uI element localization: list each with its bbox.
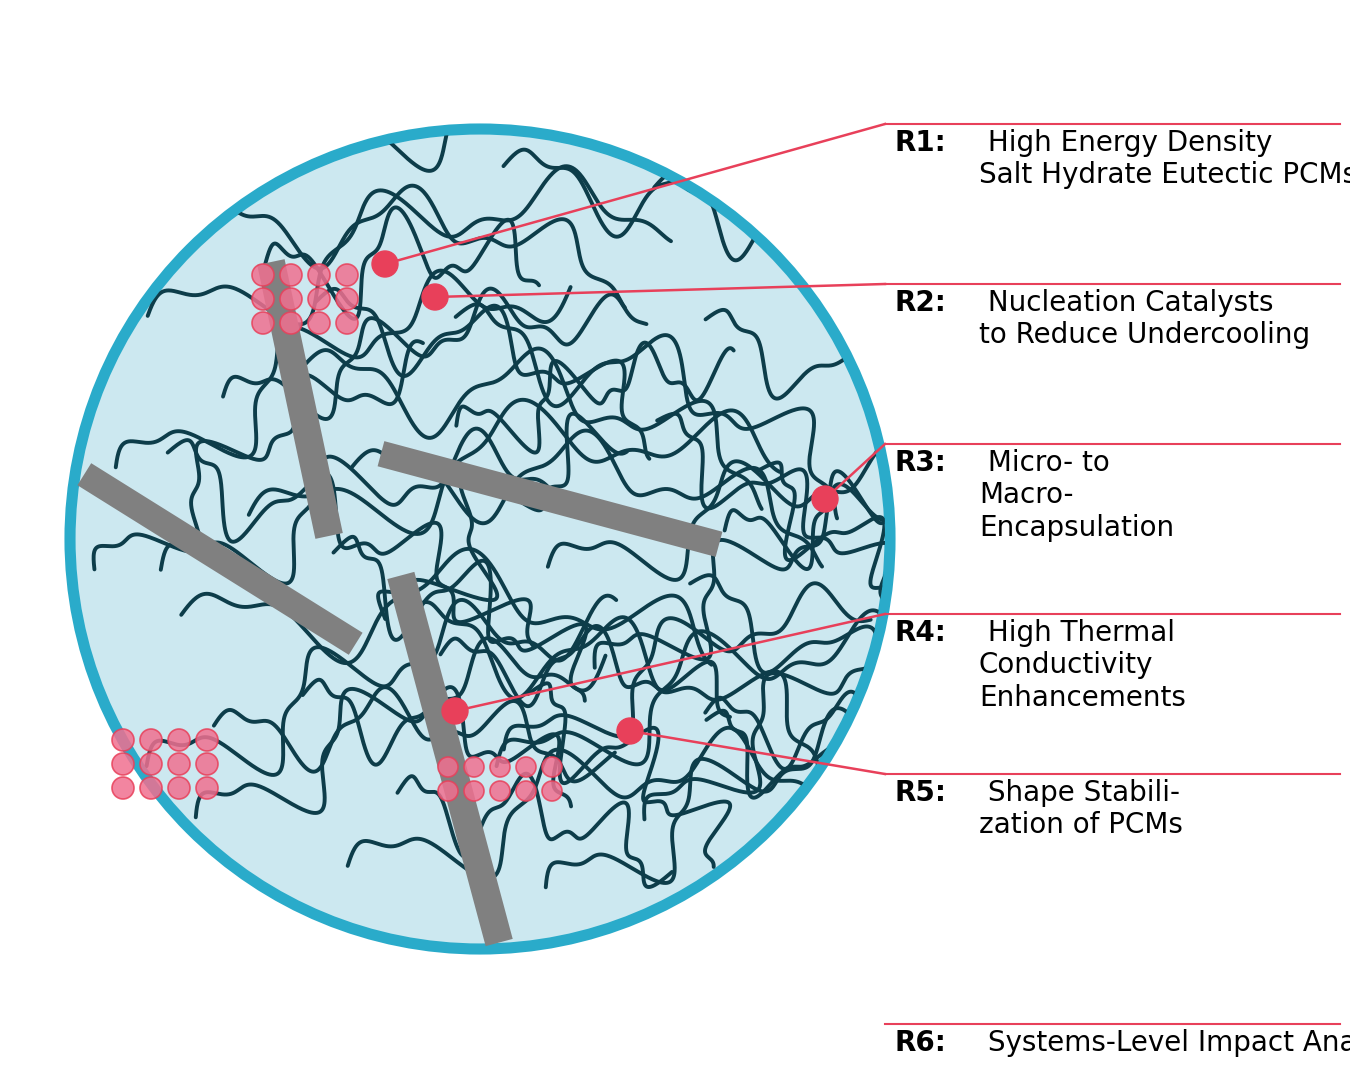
Circle shape (490, 781, 510, 801)
Circle shape (441, 698, 468, 724)
Text: Nucleation Catalysts
to Reduce Undercooling: Nucleation Catalysts to Reduce Undercool… (979, 289, 1310, 350)
Text: Systems-Level Impact Analysis: Systems-Level Impact Analysis (979, 1029, 1350, 1057)
Circle shape (373, 251, 398, 277)
Circle shape (811, 486, 838, 513)
Text: R3:: R3: (895, 449, 946, 477)
Circle shape (541, 781, 562, 801)
Circle shape (252, 312, 274, 334)
Circle shape (464, 757, 485, 777)
Circle shape (336, 312, 358, 334)
Circle shape (437, 757, 458, 777)
Circle shape (167, 777, 190, 800)
Circle shape (140, 777, 162, 800)
Circle shape (308, 312, 329, 334)
Circle shape (516, 781, 536, 801)
Circle shape (423, 284, 448, 310)
Polygon shape (387, 572, 513, 946)
Circle shape (308, 264, 329, 286)
Text: High Thermal
Conductivity
Enhancements: High Thermal Conductivity Enhancements (979, 619, 1185, 712)
Text: R2:: R2: (895, 289, 946, 317)
Circle shape (516, 757, 536, 777)
Circle shape (112, 777, 134, 800)
Circle shape (464, 781, 485, 801)
Circle shape (336, 288, 358, 310)
Circle shape (279, 264, 302, 286)
Circle shape (167, 753, 190, 775)
Text: R1:: R1: (895, 129, 946, 158)
Circle shape (541, 757, 562, 777)
Circle shape (252, 288, 274, 310)
Circle shape (617, 718, 643, 745)
Circle shape (196, 729, 217, 751)
Text: R4:: R4: (895, 619, 946, 647)
Circle shape (279, 312, 302, 334)
Circle shape (112, 729, 134, 751)
Circle shape (140, 729, 162, 751)
Text: R6:: R6: (895, 1029, 946, 1057)
Polygon shape (77, 463, 363, 655)
Text: Shape Stabili-
zation of PCMs: Shape Stabili- zation of PCMs (979, 779, 1183, 839)
Text: High Energy Density
Salt Hydrate Eutectic PCMs: High Energy Density Salt Hydrate Eutecti… (979, 129, 1350, 190)
Text: R5:: R5: (895, 779, 946, 807)
Text: Micro- to
Macro-
Encapsulation: Micro- to Macro- Encapsulation (979, 449, 1174, 542)
Circle shape (196, 777, 217, 800)
Circle shape (437, 781, 458, 801)
Circle shape (336, 264, 358, 286)
Polygon shape (378, 441, 722, 557)
Circle shape (140, 753, 162, 775)
Circle shape (252, 264, 274, 286)
Circle shape (279, 288, 302, 310)
Circle shape (112, 753, 134, 775)
Circle shape (490, 757, 510, 777)
Circle shape (196, 753, 217, 775)
Circle shape (308, 288, 329, 310)
Circle shape (70, 129, 890, 950)
Polygon shape (258, 259, 343, 538)
Circle shape (167, 729, 190, 751)
